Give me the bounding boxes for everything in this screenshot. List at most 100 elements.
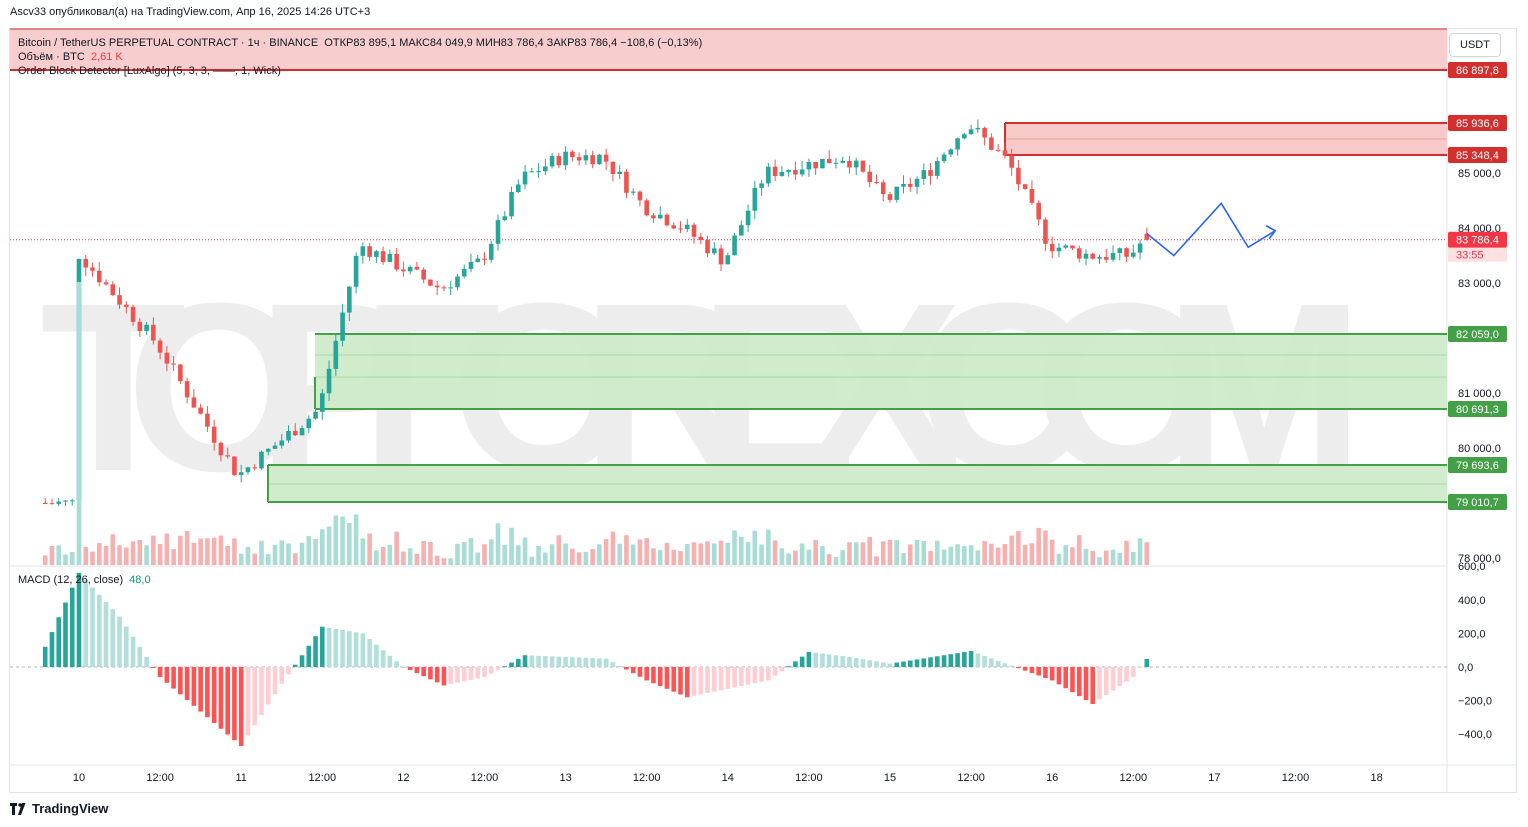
macd-histogram-bar <box>42 646 48 667</box>
volume-bar <box>340 516 345 565</box>
indicator-label[interactable]: Order Block Detector [LuxAlgo] (5, 3, 3,… <box>18 65 281 77</box>
macd-axis-label: −400,0 <box>1458 729 1492 741</box>
macd-label[interactable]: MACD (12, 26, close) <box>18 574 124 586</box>
macd-axis-label: 600,0 <box>1458 561 1486 573</box>
candle-body <box>907 183 913 187</box>
candle-body <box>286 430 291 441</box>
candle-body <box>414 266 420 270</box>
candle-body <box>1002 150 1008 156</box>
time-axis-label: 12:00 <box>1282 772 1310 784</box>
footer-brand[interactable]: TradingView <box>10 801 108 816</box>
volume-bar <box>117 545 122 565</box>
macd-histogram-bar <box>326 627 332 667</box>
candle-body <box>265 448 271 452</box>
macd-histogram-bar <box>968 651 974 667</box>
volume-bar <box>421 540 426 565</box>
candle-body <box>461 268 467 277</box>
candle-body <box>394 253 399 270</box>
volume-bar <box>509 527 514 565</box>
macd-histogram-bar <box>941 655 947 667</box>
volume-bar <box>968 545 974 565</box>
macd-histogram-bar <box>529 655 535 667</box>
symbol-title[interactable]: Bitcoin / TetherUS PERPETUAL CONTRACT · … <box>18 37 319 49</box>
candle-body <box>428 279 433 286</box>
candle-body <box>853 160 859 168</box>
volume-bar <box>718 540 724 565</box>
volume-bar <box>103 546 109 565</box>
macd-histogram-bar <box>482 667 487 678</box>
volume-bar <box>320 529 325 565</box>
volume-bar <box>570 548 575 565</box>
volume-bar <box>455 543 460 565</box>
macd-histogram-bar <box>1002 663 1008 667</box>
volume-bar <box>603 539 609 565</box>
volume-bar <box>766 529 771 565</box>
volume-bar <box>1049 539 1055 565</box>
macd-histogram-bar <box>353 632 359 667</box>
macd-histogram-bar <box>678 667 683 695</box>
candle-body <box>178 364 183 382</box>
volume-bar <box>914 539 920 565</box>
volume-bar <box>759 544 764 565</box>
currency-button[interactable]: USDT <box>1449 33 1501 57</box>
price-tag-label-t79010: 79 010,7 <box>1456 497 1499 509</box>
candle-body <box>820 158 825 169</box>
macd-histogram-bar <box>428 667 433 680</box>
candle-body <box>171 363 176 365</box>
volume-label[interactable]: Объём · BTC <box>18 51 85 63</box>
volume-bar <box>171 549 176 565</box>
candle-body <box>1070 245 1075 249</box>
macd-histogram-bar <box>962 652 967 667</box>
macd-histogram-bar <box>151 667 156 668</box>
projection-path <box>1146 201 1276 257</box>
candle-body <box>401 269 406 272</box>
macd-histogram-bar <box>820 653 825 667</box>
macd-histogram-bar <box>83 580 89 667</box>
macd-histogram-bar <box>576 657 582 667</box>
candle-body <box>90 267 95 271</box>
candle-body <box>509 192 514 217</box>
macd-histogram-bar <box>333 628 339 667</box>
candle-body <box>847 160 852 168</box>
candle-body <box>786 170 791 172</box>
candle-body <box>962 134 967 139</box>
volume-bar <box>1043 530 1048 565</box>
volume-bar <box>313 538 318 565</box>
volume-bar <box>874 556 879 565</box>
volume-bar <box>907 544 913 565</box>
macd-histogram-bar <box>475 667 481 679</box>
volume-bar <box>205 538 210 565</box>
macd-histogram-bar <box>644 667 649 681</box>
volume-bar <box>144 545 149 565</box>
candle-body <box>164 352 170 364</box>
volume-bar <box>367 533 372 565</box>
volume-bar <box>76 282 82 565</box>
volume-bar <box>394 531 399 565</box>
candle-body <box>766 166 771 184</box>
volume-bar <box>664 542 670 565</box>
candle-body <box>455 276 460 288</box>
macd-histogram-bar <box>921 658 927 667</box>
macd-histogram-bar <box>570 657 575 667</box>
volume-bar <box>975 550 981 565</box>
volume-bar <box>739 536 744 565</box>
volume-bar <box>434 555 440 565</box>
candle-body <box>441 287 447 289</box>
price-tag-label-t82059: 82 059,0 <box>1456 329 1499 341</box>
candle-body <box>211 426 217 443</box>
macd-histogram-bar <box>211 667 217 723</box>
candle-body <box>597 154 602 165</box>
volume-bar <box>198 538 203 565</box>
macd-histogram-bar <box>1029 667 1035 674</box>
macd-histogram-bar <box>1009 665 1014 667</box>
volume-bar <box>779 548 785 565</box>
macd-histogram-bar <box>556 656 562 667</box>
candle-body <box>326 368 332 394</box>
macd-histogram-bar <box>630 667 636 674</box>
macd-histogram-bar <box>461 667 467 682</box>
candle-body <box>259 451 264 469</box>
macd-histogram-bar <box>603 658 609 667</box>
macd-histogram-bar <box>684 667 690 698</box>
volume-bar <box>184 530 190 565</box>
